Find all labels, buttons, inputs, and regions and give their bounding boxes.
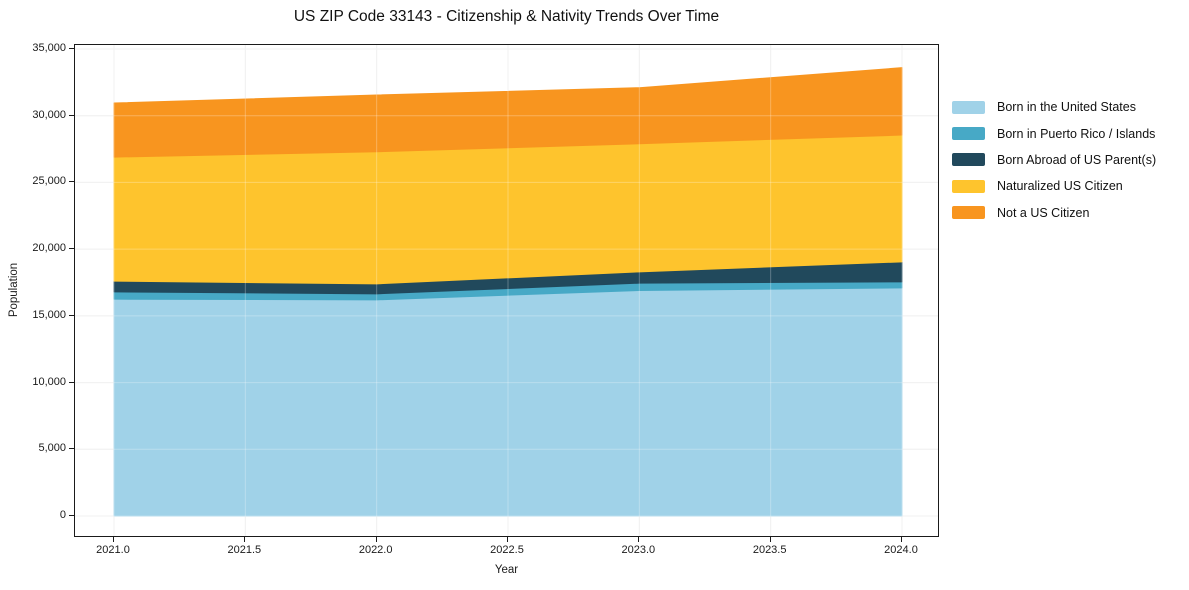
y-tick-label: 25,000 bbox=[32, 175, 66, 188]
area-series-4 bbox=[113, 67, 903, 158]
legend: Born in the United States Born in Puerto … bbox=[952, 94, 1156, 226]
gridlines-over bbox=[75, 45, 938, 536]
y-tick-label: 5,000 bbox=[38, 442, 66, 455]
legend-label: Not a US Citizen bbox=[997, 205, 1090, 220]
legend-item-0: Born in the United States bbox=[952, 94, 1156, 120]
legend-swatch-icon bbox=[952, 179, 985, 193]
x-tick-label: 2023.5 bbox=[752, 544, 787, 556]
legend-swatch-icon bbox=[952, 100, 985, 114]
x-tick-mark bbox=[244, 537, 246, 542]
y-tick-mark bbox=[69, 515, 74, 516]
y-tick-label: 35,000 bbox=[32, 42, 66, 54]
y-tick-label: 0 bbox=[59, 509, 66, 521]
legend-item-4: Not a US Citizen bbox=[952, 200, 1156, 226]
y-tick-mark bbox=[69, 48, 74, 49]
x-tick-mark bbox=[507, 537, 508, 542]
y-tick-label: 10,000 bbox=[32, 375, 66, 388]
x-tick-mark bbox=[638, 537, 640, 542]
legend-item-2: Born Abroad of US Parent(s) bbox=[952, 147, 1156, 173]
y-tick-label: 30,000 bbox=[32, 108, 66, 121]
legend-swatch-icon bbox=[952, 127, 985, 141]
x-tick-label: 2021.0 bbox=[96, 544, 130, 556]
legend-label: Born in Puerto Rico / Islands bbox=[997, 126, 1156, 141]
legend-label: Born in the United States bbox=[997, 100, 1136, 115]
stacked-area-svg bbox=[75, 45, 938, 536]
y-tick-label: 15,000 bbox=[32, 308, 66, 321]
chart-title: US ZIP Code 33143 - Citizenship & Nativi… bbox=[293, 8, 720, 25]
x-tick-label: 2021.5 bbox=[227, 544, 262, 556]
legend-item-1: Born in Puerto Rico / Islands bbox=[952, 120, 1156, 146]
x-axis-label: Year bbox=[494, 564, 519, 576]
y-tick-mark bbox=[69, 114, 74, 116]
x-tick-mark bbox=[375, 537, 377, 542]
y-tick-label: 20,000 bbox=[32, 242, 66, 255]
x-tick-label: 2022.0 bbox=[358, 544, 393, 556]
y-tick-mark bbox=[69, 248, 74, 250]
y-tick-mark bbox=[69, 448, 74, 450]
x-tick-label: 2022.5 bbox=[490, 544, 524, 556]
legend-swatch-icon bbox=[952, 153, 985, 167]
x-tick-label: 2024.0 bbox=[884, 544, 918, 556]
legend-swatch-icon bbox=[952, 206, 985, 220]
x-tick-label: 2023.0 bbox=[621, 544, 656, 556]
y-tick-mark bbox=[69, 381, 74, 383]
legend-label: Born Abroad of US Parent(s) bbox=[997, 152, 1157, 167]
y-tick-mark bbox=[69, 181, 74, 183]
y-axis-label: Population bbox=[8, 262, 20, 318]
x-tick-mark bbox=[113, 537, 114, 542]
x-tick-mark bbox=[769, 537, 771, 542]
plot-area bbox=[74, 44, 939, 537]
legend-label: Naturalized US Citizen bbox=[997, 179, 1123, 194]
x-tick-mark bbox=[901, 537, 902, 542]
y-tick-mark bbox=[69, 314, 74, 316]
legend-item-3: Naturalized US Citizen bbox=[952, 173, 1156, 199]
